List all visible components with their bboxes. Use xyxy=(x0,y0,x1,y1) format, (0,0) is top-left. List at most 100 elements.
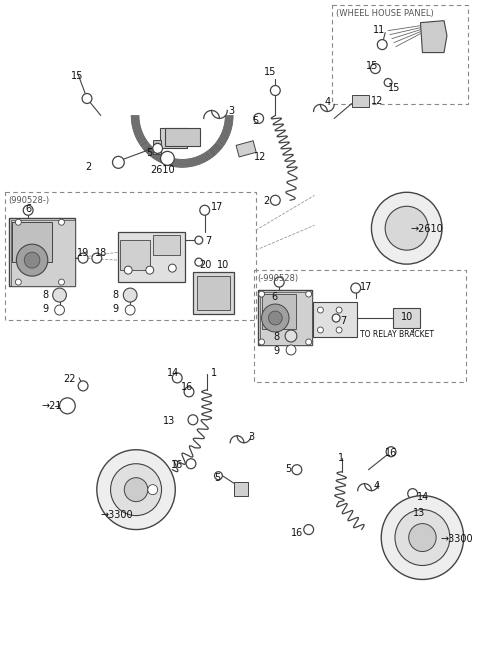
Circle shape xyxy=(259,339,264,345)
Circle shape xyxy=(372,193,442,264)
Circle shape xyxy=(259,291,264,297)
Text: 9: 9 xyxy=(273,346,279,356)
Text: 20: 20 xyxy=(199,260,211,270)
Circle shape xyxy=(384,79,392,86)
Circle shape xyxy=(351,283,360,293)
Circle shape xyxy=(78,381,88,391)
Text: 3: 3 xyxy=(228,107,234,117)
Circle shape xyxy=(292,464,302,475)
Circle shape xyxy=(317,307,324,313)
Circle shape xyxy=(16,244,48,276)
Circle shape xyxy=(78,253,88,263)
Text: →2610: →2610 xyxy=(411,224,444,234)
Text: 15: 15 xyxy=(72,71,84,81)
Text: 8: 8 xyxy=(273,332,279,342)
Circle shape xyxy=(275,277,284,287)
Circle shape xyxy=(161,151,174,165)
Circle shape xyxy=(270,86,280,96)
Text: 3: 3 xyxy=(248,432,254,441)
Circle shape xyxy=(23,205,33,215)
Bar xyxy=(197,276,230,310)
Text: 17: 17 xyxy=(360,282,372,292)
Bar xyxy=(159,128,187,149)
Circle shape xyxy=(317,327,324,333)
Circle shape xyxy=(53,288,66,302)
Circle shape xyxy=(262,304,289,332)
Text: 14: 14 xyxy=(168,368,180,378)
Text: 13: 13 xyxy=(163,416,175,426)
Circle shape xyxy=(59,279,64,285)
Bar xyxy=(393,308,420,328)
Circle shape xyxy=(125,305,135,315)
Text: 1: 1 xyxy=(338,453,344,462)
Circle shape xyxy=(168,264,176,272)
Circle shape xyxy=(404,504,414,515)
Text: TO RELAY BRACKET: TO RELAY BRACKET xyxy=(360,330,433,339)
Circle shape xyxy=(24,252,40,268)
Circle shape xyxy=(186,458,196,469)
Text: 9: 9 xyxy=(112,304,119,314)
Circle shape xyxy=(336,307,342,313)
Text: 8: 8 xyxy=(42,290,48,300)
Bar xyxy=(236,141,256,157)
Circle shape xyxy=(60,398,75,414)
Bar xyxy=(258,290,312,345)
Text: 7: 7 xyxy=(340,316,346,326)
Text: 18: 18 xyxy=(95,248,107,258)
Bar xyxy=(193,272,234,314)
Text: 17: 17 xyxy=(211,202,223,212)
Circle shape xyxy=(146,266,154,274)
Text: 22: 22 xyxy=(63,374,76,384)
Circle shape xyxy=(371,64,380,73)
Text: 10: 10 xyxy=(216,260,229,270)
Circle shape xyxy=(195,236,203,244)
Bar xyxy=(262,294,296,329)
Text: 6: 6 xyxy=(25,204,31,214)
Text: 2: 2 xyxy=(85,162,91,172)
Circle shape xyxy=(15,219,21,225)
Text: 15: 15 xyxy=(264,67,276,77)
Circle shape xyxy=(306,339,312,345)
Text: 6: 6 xyxy=(271,292,277,302)
Bar xyxy=(153,235,180,255)
Bar xyxy=(119,233,185,282)
Circle shape xyxy=(112,157,124,168)
Bar xyxy=(120,240,150,270)
Text: 5: 5 xyxy=(146,149,152,159)
Text: 8: 8 xyxy=(112,290,119,300)
Text: 2610: 2610 xyxy=(150,165,174,176)
Circle shape xyxy=(215,472,222,479)
Circle shape xyxy=(200,205,210,215)
Circle shape xyxy=(59,219,64,225)
Text: →3300: →3300 xyxy=(440,534,473,544)
Circle shape xyxy=(408,489,418,498)
Circle shape xyxy=(254,113,264,123)
Bar xyxy=(9,218,75,286)
Bar xyxy=(12,222,52,262)
Circle shape xyxy=(270,195,280,205)
Text: 12: 12 xyxy=(254,153,266,162)
Circle shape xyxy=(97,450,175,530)
Bar xyxy=(352,96,370,107)
Circle shape xyxy=(110,464,162,515)
Text: 16: 16 xyxy=(181,382,193,392)
Circle shape xyxy=(377,39,387,50)
Circle shape xyxy=(408,523,436,552)
Text: 1: 1 xyxy=(211,368,216,378)
Text: (990528-): (990528-) xyxy=(9,196,49,205)
Text: 12: 12 xyxy=(372,96,384,107)
Circle shape xyxy=(82,94,92,103)
Circle shape xyxy=(92,253,102,263)
Circle shape xyxy=(172,373,182,383)
Text: 4: 4 xyxy=(373,481,380,491)
Text: 14: 14 xyxy=(417,492,429,502)
Text: 4: 4 xyxy=(324,98,331,107)
Bar xyxy=(260,292,312,345)
Circle shape xyxy=(304,525,313,534)
Text: 16: 16 xyxy=(171,460,184,470)
Circle shape xyxy=(188,415,198,425)
Circle shape xyxy=(286,345,296,355)
Circle shape xyxy=(285,330,297,342)
Circle shape xyxy=(336,327,342,333)
Text: 15: 15 xyxy=(388,83,400,92)
